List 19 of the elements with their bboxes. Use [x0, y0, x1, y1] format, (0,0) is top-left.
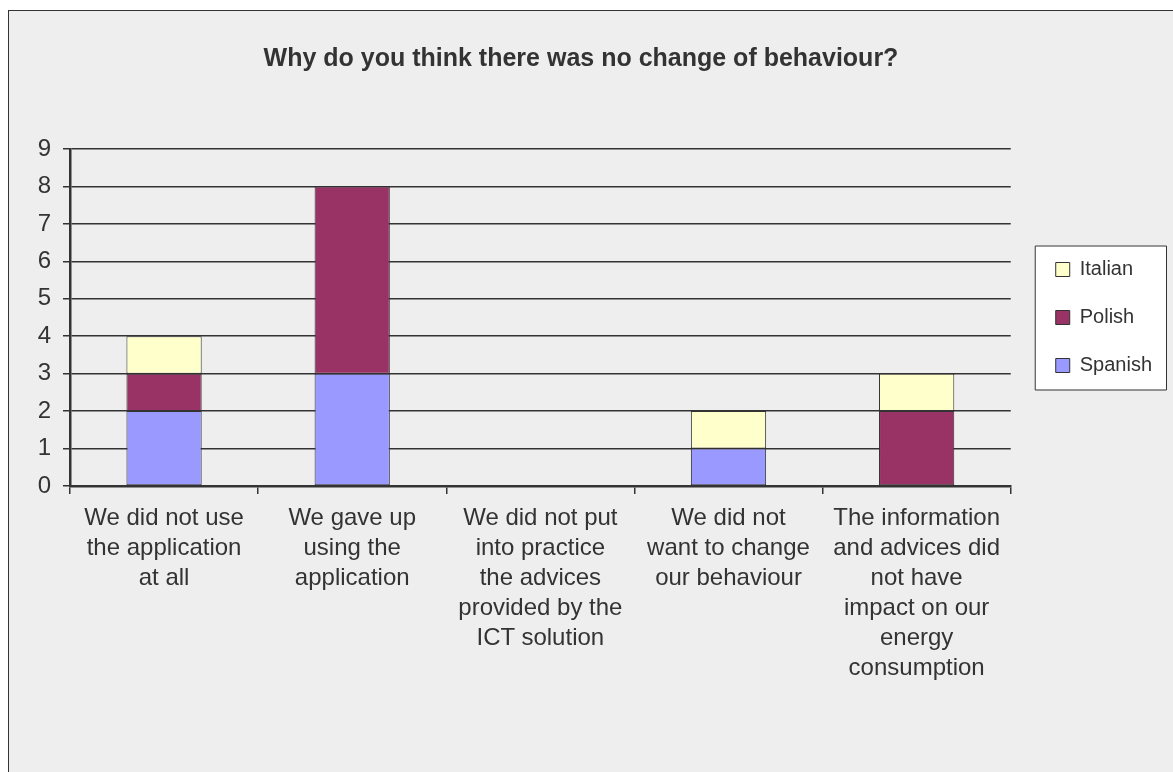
y-tick-label: 0 — [37, 470, 51, 498]
x-tick-label: The information and advices did not have impact on our energy consumption — [833, 502, 1001, 680]
x-tick-label: We did not want to change our behaviour — [646, 502, 810, 590]
y-tick-label: 8 — [37, 171, 51, 199]
legend-label: Spanish — [1079, 353, 1153, 376]
y-tick-label: 4 — [37, 320, 51, 348]
legend-label: Polish — [1079, 305, 1135, 328]
x-tick-label: We did not use the application at all — [84, 502, 244, 590]
legend-label: Italian — [1079, 257, 1134, 280]
chart-title: Why do you think there was no change of behaviour? — [263, 42, 899, 71]
y-tick-label: 6 — [37, 245, 51, 273]
x-tick-label: We gave up using the application — [288, 502, 417, 590]
y-tick-label: 1 — [37, 433, 51, 461]
y-tick-label: 9 — [37, 133, 51, 161]
y-tick-label: 5 — [37, 283, 51, 311]
y-tick-label: 7 — [37, 208, 51, 236]
y-tick-label: 2 — [37, 395, 51, 423]
x-tick-label: We did not put into practice the advices provided by the ICT solution — [458, 502, 623, 650]
y-tick-label: 3 — [37, 358, 51, 386]
